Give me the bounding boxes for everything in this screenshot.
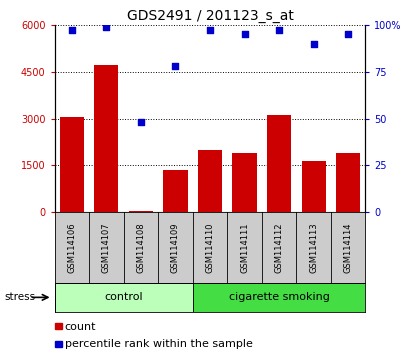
Bar <box>193 283 365 312</box>
Point <box>103 24 110 29</box>
Text: GSM114112: GSM114112 <box>275 223 284 273</box>
Bar <box>163 170 188 212</box>
Point <box>172 63 179 69</box>
Bar <box>232 153 257 212</box>
Bar <box>129 211 153 212</box>
Text: GSM114111: GSM114111 <box>240 223 249 273</box>
Point <box>345 31 352 37</box>
Point <box>68 28 75 33</box>
Bar <box>198 150 222 212</box>
Text: GSM114108: GSM114108 <box>136 222 145 273</box>
Text: cigarette smoking: cigarette smoking <box>228 292 330 302</box>
Text: GDS2491 / 201123_s_at: GDS2491 / 201123_s_at <box>126 9 294 23</box>
Text: control: control <box>104 292 143 302</box>
Point <box>276 28 282 33</box>
Point <box>207 28 213 33</box>
Text: count: count <box>65 322 96 332</box>
Bar <box>302 161 326 212</box>
Bar <box>336 153 360 212</box>
Bar <box>55 283 193 312</box>
Point <box>138 120 144 125</box>
Text: GSM114109: GSM114109 <box>171 223 180 273</box>
Text: GSM114106: GSM114106 <box>67 222 76 273</box>
Point <box>310 41 317 46</box>
Bar <box>60 117 84 212</box>
Bar <box>94 65 118 212</box>
Text: GSM114107: GSM114107 <box>102 222 111 273</box>
Text: stress: stress <box>4 292 35 302</box>
Text: GSM114113: GSM114113 <box>309 222 318 273</box>
Text: percentile rank within the sample: percentile rank within the sample <box>65 339 252 349</box>
Bar <box>267 115 291 212</box>
Point <box>241 31 248 37</box>
Text: GSM114110: GSM114110 <box>205 223 215 273</box>
Text: GSM114114: GSM114114 <box>344 223 353 273</box>
